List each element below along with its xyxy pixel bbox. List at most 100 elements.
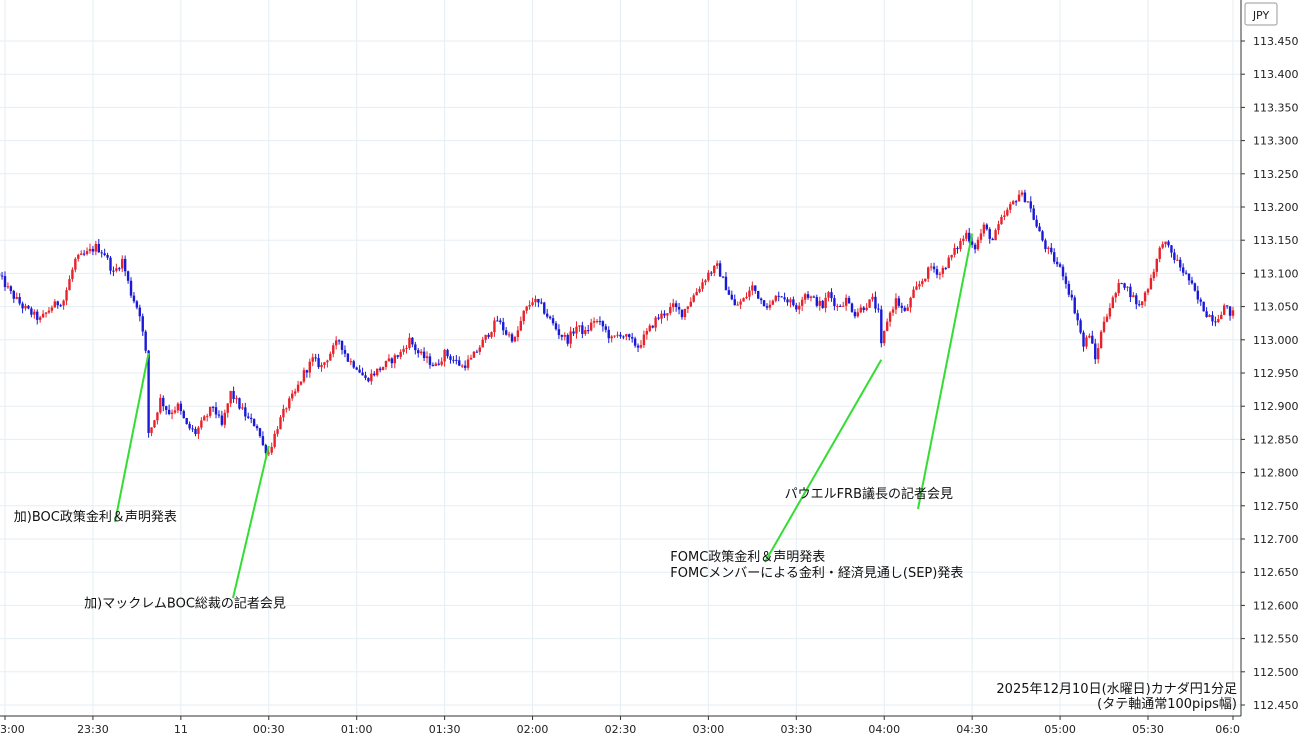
- candle-body: [897, 298, 901, 306]
- candle-body: [1029, 201, 1032, 209]
- candle-body: [461, 365, 464, 367]
- candle-body: [924, 278, 927, 282]
- candle-body: [821, 300, 824, 308]
- candle-body: [592, 321, 596, 323]
- y-tick-label: 113.350: [1253, 101, 1299, 114]
- candle-body: [481, 339, 484, 348]
- y-tick-label: 113.000: [1253, 334, 1299, 347]
- candle-body: [44, 312, 48, 314]
- candle-body: [24, 305, 27, 309]
- candle-body: [639, 345, 643, 348]
- candle-body: [610, 336, 613, 339]
- x-tick-label: 05:00: [1044, 723, 1076, 736]
- candle-body: [346, 353, 350, 362]
- candle-body: [973, 244, 977, 250]
- candle-body: [496, 320, 499, 322]
- candle-body: [288, 398, 291, 409]
- candle-body: [551, 318, 555, 324]
- y-tick-label: 112.500: [1253, 666, 1299, 679]
- candle-body: [115, 268, 118, 271]
- candle-body: [510, 334, 514, 342]
- candle-body: [153, 420, 156, 428]
- currency-label: JPY: [1252, 9, 1270, 22]
- candle-body: [396, 355, 399, 357]
- candle-body: [921, 281, 924, 285]
- candle-body: [1220, 314, 1223, 320]
- candle-body: [1017, 194, 1021, 202]
- candle-body: [1155, 258, 1158, 272]
- candle-body: [103, 253, 106, 255]
- candle-body: [402, 348, 405, 352]
- candle-body: [282, 408, 285, 418]
- candle-body: [112, 270, 115, 272]
- candle-body: [830, 292, 833, 299]
- candle-body: [276, 429, 279, 434]
- candle-body: [581, 325, 584, 334]
- candle-body: [1132, 295, 1135, 298]
- candle-body: [660, 313, 663, 319]
- candle-body: [548, 316, 552, 319]
- candle-body: [249, 417, 253, 420]
- candle-body: [736, 304, 739, 306]
- candle-body: [381, 366, 385, 371]
- candle-body: [563, 334, 566, 337]
- candle-body: [1009, 204, 1012, 210]
- annotation-label: パウエルFRB議長の記者会見: [785, 486, 953, 502]
- candle-body: [452, 359, 455, 361]
- candle-body: [674, 303, 678, 307]
- candle-body: [1038, 226, 1041, 232]
- candle-body: [80, 253, 83, 255]
- candle-body: [302, 370, 306, 382]
- candle-body: [1117, 283, 1120, 294]
- candle-body: [560, 335, 564, 337]
- x-tick-label: 04:00: [868, 723, 900, 736]
- candle-body: [179, 403, 183, 412]
- candle-body: [1058, 264, 1062, 267]
- chart-caption-line: 2025年12月10日(水曜日)カナダ円1分足: [996, 682, 1237, 697]
- candle-body: [985, 224, 989, 230]
- candle-body: [376, 368, 379, 376]
- candle-body: [1108, 308, 1112, 317]
- candle-body: [888, 312, 892, 322]
- candle-body: [941, 267, 945, 274]
- candle-body: [91, 248, 95, 252]
- candle-body: [308, 361, 311, 373]
- y-tick-label: 112.450: [1253, 699, 1299, 712]
- candle-body: [698, 288, 701, 292]
- candle-body: [126, 271, 130, 281]
- candle-body: [1091, 335, 1094, 344]
- candle-body: [434, 363, 438, 366]
- candle-body: [419, 351, 423, 354]
- candle-body: [1088, 335, 1091, 338]
- candle-body: [252, 419, 256, 427]
- candle-body: [988, 229, 991, 239]
- candle-body: [352, 361, 355, 368]
- annotation-label: FOMC政策金利＆声明発表: [670, 549, 825, 565]
- candle-body: [704, 280, 707, 283]
- candle-body: [206, 415, 209, 417]
- x-tick-label: 11: [174, 723, 188, 736]
- candle-body: [589, 322, 593, 331]
- candle-body: [842, 305, 845, 307]
- candle-body: [314, 357, 317, 359]
- candle-body: [1143, 292, 1147, 302]
- candle-body: [1085, 337, 1088, 347]
- candle-body: [182, 411, 185, 419]
- candle-body: [883, 330, 886, 344]
- y-tick-label: 112.800: [1253, 467, 1299, 480]
- candle-body: [138, 307, 142, 317]
- candle-body: [575, 326, 578, 334]
- candle-body: [803, 294, 807, 300]
- candle-body: [390, 358, 394, 364]
- y-tick-label: 113.050: [1253, 301, 1299, 314]
- candle-body: [241, 407, 244, 409]
- candle-body: [947, 257, 950, 269]
- candle-body: [261, 436, 265, 446]
- candle-body: [994, 230, 997, 241]
- candle-body: [94, 243, 98, 252]
- candle-body: [657, 317, 660, 319]
- candle-body: [745, 296, 748, 299]
- candle-body: [1061, 266, 1065, 277]
- candle-body: [326, 360, 329, 363]
